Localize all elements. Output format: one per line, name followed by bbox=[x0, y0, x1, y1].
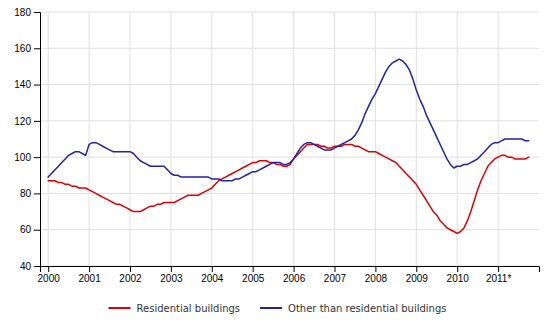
x-tick: 2001 bbox=[78, 266, 101, 284]
grid-line-x bbox=[334, 12, 335, 266]
y-tick-mark bbox=[34, 157, 40, 158]
x-tick: 2011* bbox=[486, 266, 512, 284]
y-tick: 140 bbox=[14, 79, 40, 90]
grid-line-x bbox=[416, 12, 417, 266]
y-tick-label: 120 bbox=[14, 116, 31, 127]
x-tick-label: 2000 bbox=[38, 273, 61, 284]
x-tick: 2010 bbox=[447, 266, 470, 284]
legend-swatch bbox=[109, 307, 131, 309]
x-axis: 2000 2001 2002 2003 2004 2005 2006 2007 2008 2009… bbox=[38, 266, 540, 284]
x-tick-label: 2008 bbox=[365, 273, 388, 284]
y-tick-label: 180 bbox=[14, 7, 31, 18]
y-tick: 40 bbox=[20, 261, 40, 272]
y-tick: 180 bbox=[14, 7, 40, 18]
y-tick-label: 80 bbox=[20, 188, 32, 199]
y-tick-mark bbox=[34, 48, 40, 49]
x-tick-label: 2002 bbox=[119, 273, 142, 284]
y-tick-label: 140 bbox=[14, 79, 31, 90]
x-tick-label: 2007 bbox=[324, 273, 347, 284]
y-tick: 100 bbox=[14, 152, 40, 163]
x-tick-mark bbox=[416, 266, 417, 272]
x-tick-mark bbox=[375, 266, 376, 272]
grid-line-y bbox=[40, 84, 539, 85]
x-tick: 2009 bbox=[406, 266, 429, 284]
grid-line-x bbox=[48, 12, 49, 266]
y-tick-label: 60 bbox=[20, 224, 32, 235]
x-tick-label: 2009 bbox=[406, 273, 429, 284]
x-tick-mark bbox=[498, 266, 499, 272]
x-tick-mark bbox=[171, 266, 172, 272]
y-tick-mark bbox=[34, 85, 40, 86]
grid-line-x bbox=[375, 12, 376, 266]
x-tick-label: 2005 bbox=[242, 273, 265, 284]
x-tick-label: 2011* bbox=[486, 273, 512, 284]
grid-line-y bbox=[40, 193, 539, 194]
y-tick: 120 bbox=[14, 116, 40, 127]
y-tick-mark bbox=[34, 230, 40, 231]
y-axis: 40 60 80 100 120 140 160 180 bbox=[14, 7, 40, 272]
y-tick-mark bbox=[34, 193, 40, 194]
lines bbox=[48, 59, 529, 233]
y-axis-line bbox=[34, 13, 41, 267]
x-tick: 2005 bbox=[242, 266, 265, 284]
x-tick-label: 2001 bbox=[78, 273, 101, 284]
y-tick: 80 bbox=[20, 188, 40, 199]
grid-line-y bbox=[40, 48, 539, 49]
x-tick: 2007 bbox=[324, 266, 347, 284]
x-tick-mark bbox=[212, 266, 213, 272]
y-tick-mark bbox=[34, 121, 40, 122]
grid-line-x bbox=[170, 12, 171, 266]
x-tick-label: 2010 bbox=[447, 273, 470, 284]
legend-swatch bbox=[260, 307, 282, 309]
grid-line-x bbox=[293, 12, 294, 266]
grid-line-y bbox=[40, 229, 539, 230]
x-tick-mark bbox=[89, 266, 90, 272]
y-tick-label: 100 bbox=[14, 152, 31, 163]
grid-line-y bbox=[40, 12, 539, 13]
grid-line-x bbox=[498, 12, 499, 266]
legend-item: Other than residential buildings bbox=[260, 303, 446, 314]
legend-item: Residential buildings bbox=[109, 303, 241, 314]
y-tick: 160 bbox=[14, 43, 40, 54]
y-tick-label: 160 bbox=[14, 43, 31, 54]
x-tick-mark bbox=[457, 266, 458, 272]
grid-line-x bbox=[457, 12, 458, 266]
x-tick: 2008 bbox=[365, 266, 388, 284]
series-line bbox=[48, 59, 529, 181]
x-tick-mark bbox=[130, 266, 131, 272]
grid-line-y bbox=[40, 157, 539, 158]
x-tick: 2006 bbox=[283, 266, 306, 284]
x-tick-mark bbox=[48, 266, 49, 272]
plot-area: 2000 2001 2002 2003 2004 2005 2006 2007 2008 2009… bbox=[14, 7, 539, 284]
y-tick: 60 bbox=[20, 224, 40, 235]
grid bbox=[40, 12, 539, 266]
x-tick-label: 2004 bbox=[201, 273, 224, 284]
x-tick-mark bbox=[334, 266, 335, 272]
y-tick-mark bbox=[34, 266, 40, 267]
series-line bbox=[48, 144, 529, 233]
grid-line-y bbox=[40, 120, 539, 121]
y-tick-mark bbox=[34, 12, 40, 13]
x-tick: 2002 bbox=[119, 266, 142, 284]
x-axis-line bbox=[41, 267, 540, 273]
legend-label: Other than residential buildings bbox=[288, 303, 446, 314]
x-tick-label: 2006 bbox=[283, 273, 306, 284]
y-tick-label: 40 bbox=[20, 261, 32, 272]
x-tick-label: 2003 bbox=[160, 273, 183, 284]
grid-line-x bbox=[211, 12, 212, 266]
grid-line-x bbox=[89, 12, 90, 266]
grid-line-x bbox=[129, 12, 130, 266]
legend: Residential buildings Other than resident… bbox=[109, 303, 447, 314]
x-tick-mark bbox=[253, 266, 254, 272]
x-tick: 2000 bbox=[38, 266, 61, 284]
chart: 2000 2001 2002 2003 2004 2005 2006 2007 2008 2009… bbox=[0, 0, 555, 324]
legend-label: Residential buildings bbox=[137, 303, 241, 314]
x-tick: 2004 bbox=[201, 266, 224, 284]
x-tick: 2003 bbox=[160, 266, 183, 284]
grid-line-x bbox=[252, 12, 253, 266]
x-tick-mark bbox=[294, 266, 295, 272]
